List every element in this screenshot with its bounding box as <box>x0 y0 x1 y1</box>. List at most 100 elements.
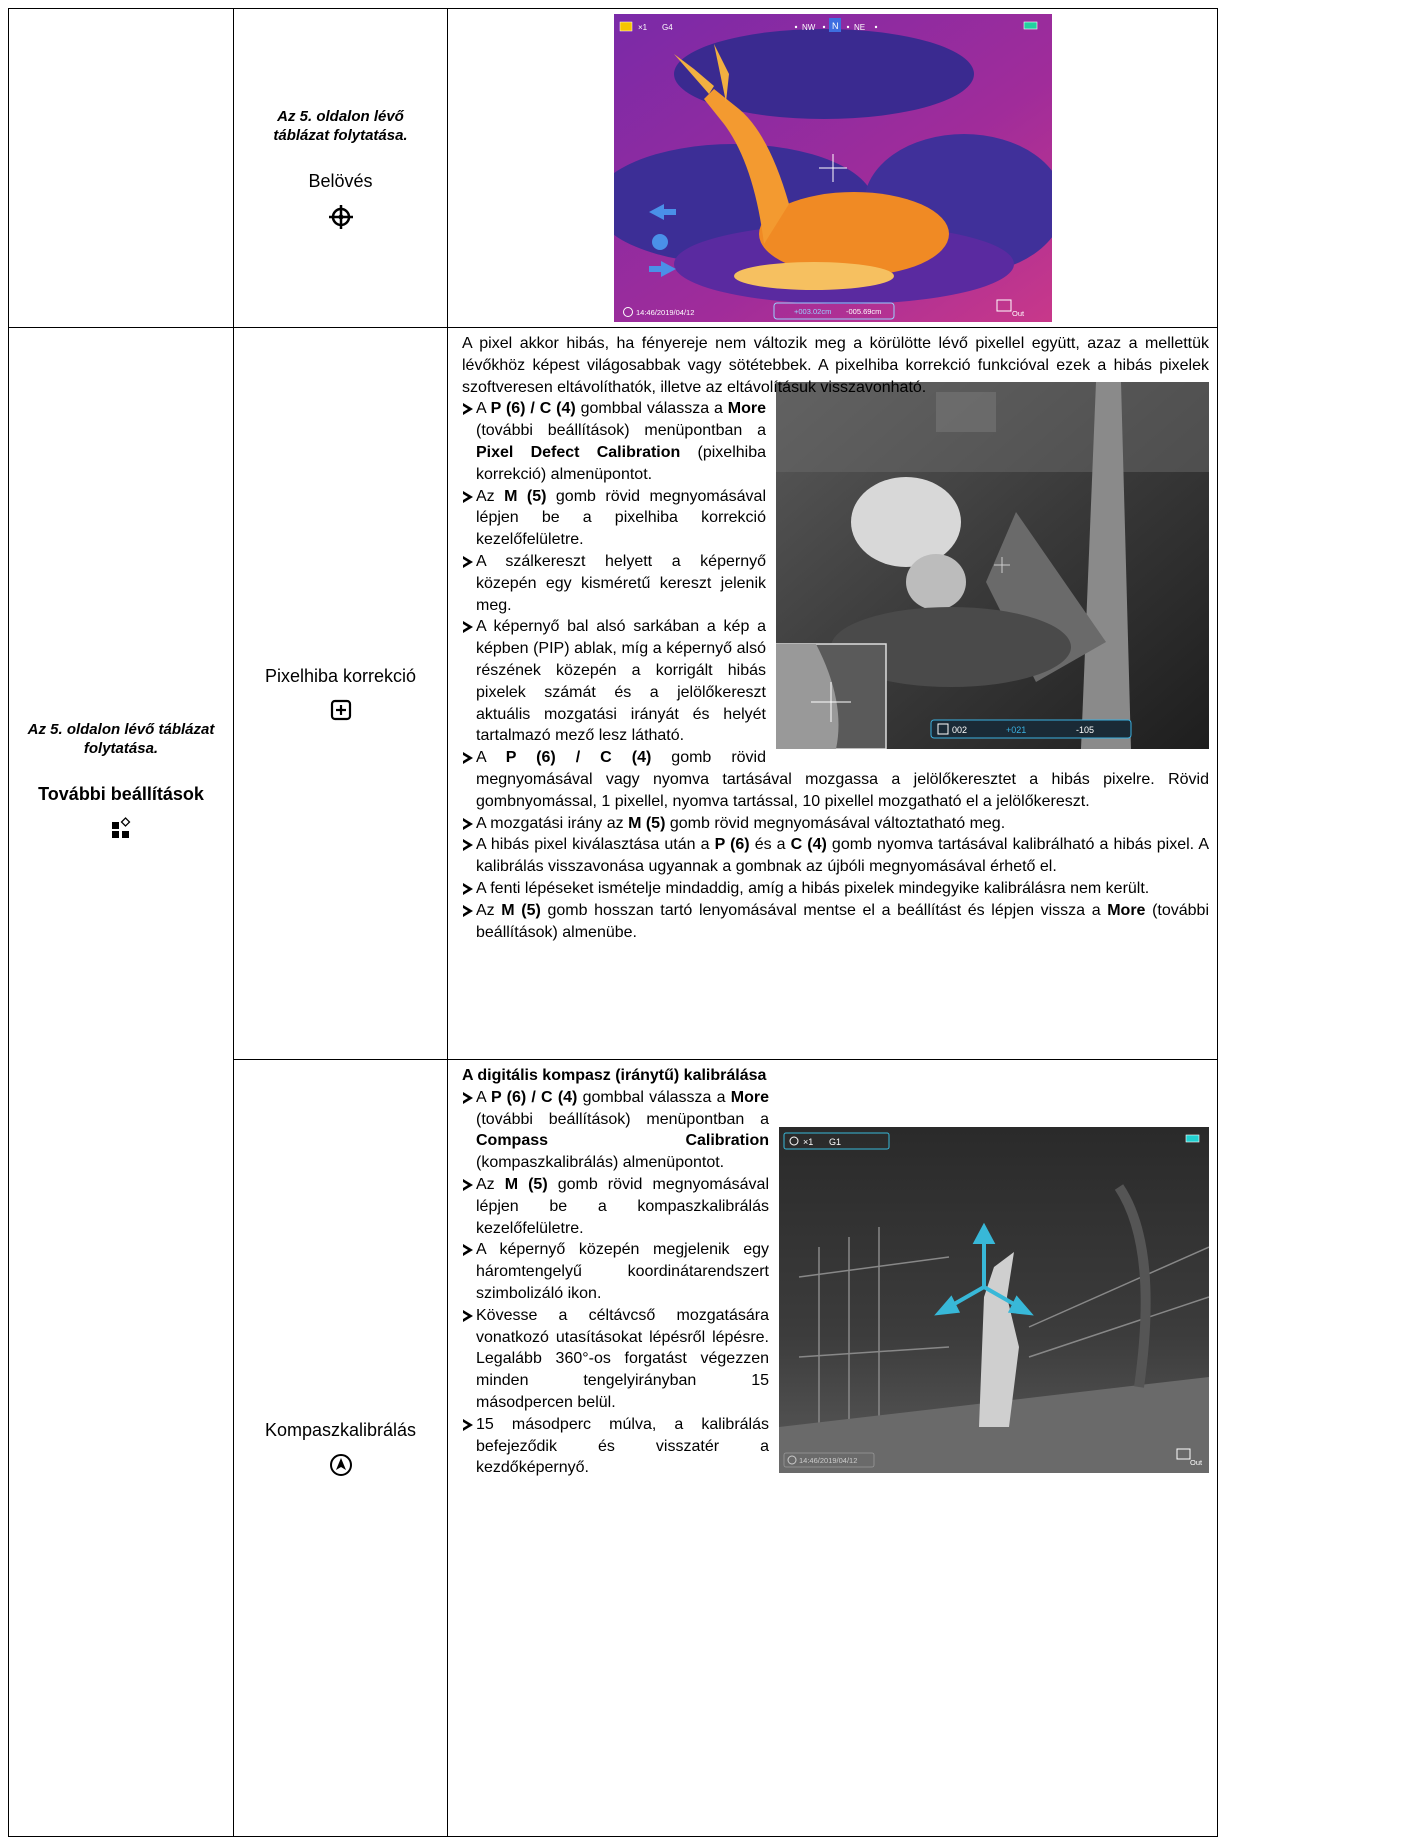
bold-run: More <box>727 400 766 418</box>
bold-run: More <box>1107 901 1146 919</box>
bullet-item: A szálkereszt helyett a képernyő közepén… <box>462 551 1209 616</box>
text-run: Az <box>476 487 505 505</box>
zoom-indicator: ×1 <box>803 1137 813 1147</box>
x-position: +021 <box>1006 725 1026 735</box>
zoom-indicator: ×1 <box>638 23 648 32</box>
text-run: Az <box>476 1175 505 1193</box>
text-run: gomb rövid megnyomásával vagy nyomva tar… <box>476 749 1209 810</box>
text-run: Az <box>476 901 502 919</box>
text-run: (kompaszkalibrálás) almenüpontot. <box>476 1154 725 1172</box>
text-run: A mozgatási irány az <box>476 814 629 832</box>
bullet-item: Kövesse a céltávcső mozgatására vonatkoz… <box>462 1305 1209 1414</box>
zeroing-icon <box>328 204 353 229</box>
bold-run: P (6) / C (4) <box>505 749 652 767</box>
exit-label: Out <box>1190 1458 1203 1467</box>
bullet-item: 15 másodperc múlva, a kalibrálás befejez… <box>462 1414 1209 1479</box>
compass-screenshot: ×1 G1 14:46/2019/04/12 Out <box>779 1126 1209 1473</box>
description-cell: A digitális kompasz (iránytű) kalibrálás… <box>447 1059 1218 1837</box>
bullet-item: A P (6) / C (4) gombbal válassza a More … <box>462 398 1209 485</box>
compass-icon <box>329 1453 352 1476</box>
y-offset: -005.69cm <box>846 307 881 316</box>
bold-run: More <box>730 1088 769 1106</box>
timestamp: 14:46/2019/04/12 <box>799 1456 857 1465</box>
row: Kompaszkalibrálás A digitális kompasz (i… <box>9 1059 1218 1837</box>
text-run: Kövesse a céltávcső mozgatására vonatkoz… <box>476 1306 769 1411</box>
timestamp: 14:46/2019/04/12 <box>636 308 694 317</box>
exit-label: Out <box>1012 309 1025 318</box>
pixel-defect-screenshot: 002 +021 -105 <box>776 382 1209 750</box>
text-run: A hibás pixel kiválasztása után a <box>476 836 715 854</box>
bullet-item: A fenti lépéseket ismételje mindaddig, a… <box>462 878 1209 900</box>
compass-label: NE <box>854 23 865 32</box>
text-run: A képernyő közepén megjelenik egy háromt… <box>476 1241 769 1302</box>
text-run: gomb nyomva tartásával kalibrálható a hi… <box>476 836 1209 876</box>
bullet-item: A P (6) / C (4) gombbal válassza a More … <box>462 1087 1209 1174</box>
bullet-item: A hibás pixel kiválasztása után a P (6) … <box>462 834 1209 878</box>
description: A pixel akkor hibás, ha fényereje nem vá… <box>448 328 1217 1048</box>
text-run: gombbal válassza a <box>575 400 728 418</box>
bullet-item: A P (6) / C (4) gomb rövid megnyomásával… <box>462 747 1209 812</box>
text-run: gomb hosszan tartó lenyomásával mentse e… <box>540 901 1108 919</box>
bold-run: C (4) <box>790 836 827 854</box>
bullet-item: Az M (5) gomb rövid megnyomásával lépjen… <box>462 1174 1209 1239</box>
bullet-item: Az M (5) gomb hosszan tartó lenyomásával… <box>462 900 1209 944</box>
settings-table: Az 5. oldalon lévő táblázat folytatása. … <box>8 8 1218 1837</box>
function-cell: Az 5. oldalon lévő táblázat folytatása. … <box>233 8 448 328</box>
bullet-item: A mozgatási irány az M (5) gomb rövid me… <box>462 813 1209 835</box>
bold-run: P (6) / C (4) <box>491 1088 578 1106</box>
text-run: gomb rövid megnyomásával lépjen be a pix… <box>476 487 766 549</box>
y-position: -105 <box>1076 725 1094 735</box>
section-heading: A digitális kompasz (iránytű) kalibrálás… <box>462 1067 767 1084</box>
text-run: és a <box>749 836 791 854</box>
mode-indicator: G1 <box>829 1137 841 1147</box>
description: A digitális kompasz (iránytű) kalibrálás… <box>448 1060 1217 1825</box>
function-cell: Kompaszkalibrálás <box>233 1059 448 1837</box>
text-run: (további beállítások) almenübe. <box>476 901 1209 941</box>
mode-indicator: G4 <box>662 23 673 32</box>
image-cell: ×1 G4 NW N NE 14:46/2019/04/12 +003.02cm… <box>447 8 1218 328</box>
bullet-list: A P (6) / C (4) gombbal válassza a More … <box>462 1087 1209 1479</box>
bold-run: M (5) <box>504 1175 548 1193</box>
text-run: A fenti lépéseket ismételje mindaddig, a… <box>476 879 1150 897</box>
empty-cell <box>8 8 234 328</box>
bold-run: Pixel Defect Calibration <box>476 443 681 461</box>
text-run: gombbal válassza a <box>577 1088 731 1106</box>
bullet-list: A P (6) / C (4) gombbal válassza a More … <box>462 398 1209 943</box>
defect-count: 002 <box>952 725 967 735</box>
bold-run: M (5) <box>628 814 666 832</box>
compass-label: NW <box>802 23 816 32</box>
thermal-screenshot: ×1 G4 NW N NE 14:46/2019/04/12 +003.02cm… <box>613 14 1052 322</box>
function-title: Belövés <box>308 170 373 191</box>
text-run: gomb rövid megnyomásával lépjen be a kom… <box>476 1175 769 1237</box>
group-title: További beállítások <box>38 784 204 804</box>
function-title: Pixelhiba korrekció <box>264 666 417 686</box>
row: Az 5. oldalon lévő táblázat folytatása. … <box>8 8 1218 328</box>
bullet-item: A képernyő közepén megjelenik egy háromt… <box>462 1239 1209 1304</box>
bold-run: M (5) <box>504 487 547 505</box>
text-run: gomb rövid megnyomásával változtatható m… <box>665 814 1006 832</box>
function-cell: Pixelhiba korrekció <box>233 327 448 1060</box>
bullet-item: A képernyő bal alsó sarkában a kép a kép… <box>462 616 1209 747</box>
function-title: Kompaszkalibrálás <box>264 1419 417 1440</box>
bullet-item: Az M (5) gomb rövid megnyomásával lépjen… <box>462 486 1209 551</box>
row: Az 5. oldalon lévő táblázat folytatása. … <box>8 327 1218 1837</box>
x-offset: +003.02cm <box>794 307 831 316</box>
text-run: (további beállítások) menüpontban a <box>476 1110 769 1128</box>
text-run: A szálkereszt helyett a képernyő közepén… <box>476 552 766 614</box>
text-run: A <box>476 749 506 767</box>
text-run: A <box>476 400 491 418</box>
bold-run: M (5) <box>501 901 541 919</box>
text-run: 15 másodperc múlva, a kalibrálás befejez… <box>476 1415 769 1477</box>
text-run: A <box>476 1088 492 1106</box>
group-cell: Az 5. oldalon lévő táblázat folytatása. … <box>8 327 234 1837</box>
more-settings-icon <box>112 817 131 838</box>
continuation-note: Az 5. oldalon lévő táblázat folytatása. <box>273 107 408 144</box>
bold-run: P (6) / C (4) <box>490 400 576 418</box>
description-cell: A pixel akkor hibás, ha fényereje nem vá… <box>447 327 1218 1060</box>
text-run: (pixelhiba korrekció) almenüpontot. <box>476 443 766 483</box>
continuation-note: Az 5. oldalon lévő táblázat folytatása. <box>27 721 215 757</box>
intro-paragraph: A pixel akkor hibás, ha fényereje nem vá… <box>462 335 1209 396</box>
text-run: A képernyő bal alsó sarkában a kép a kép… <box>476 618 766 745</box>
bold-run: P (6) <box>714 836 750 854</box>
